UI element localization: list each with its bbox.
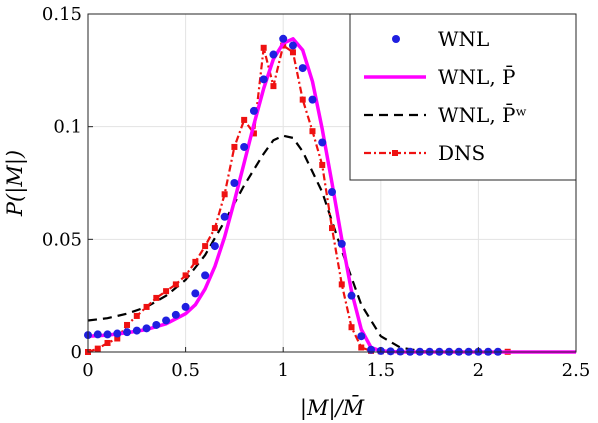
y-tick-label: 0.1 [53,117,82,138]
dns-point [270,83,277,90]
legend: WNL WNL, P̄ WNL, P̄ʷ DNS [349,13,577,181]
dns-point [172,281,179,288]
wnl-point [249,106,258,115]
wnl-point [103,330,112,339]
legend-label: WNL, P̄ [438,64,516,89]
wnl-point [113,329,122,338]
dns-point [163,288,170,295]
dns-point [309,128,316,135]
wnl-point [308,95,317,104]
wnl-point [269,50,278,59]
dns-point [231,143,238,150]
series-0 [84,34,502,356]
wnl-point [288,41,297,50]
legend-box [349,13,577,181]
dns-point [338,281,345,288]
dns-point [202,243,209,250]
dns-point [299,96,306,103]
wnl-point [142,324,151,333]
x-tick-label: 2 [473,360,484,381]
wnl-point [298,64,307,73]
wnl-point [259,75,268,84]
x-tick-label: 0 [82,360,93,381]
dns-point [114,335,121,342]
dns-point [358,344,365,351]
dns-point [124,321,131,328]
legend-label: WNL [438,27,489,51]
dns-point [289,49,296,56]
dns-point [260,44,267,51]
series-2 [87,134,576,354]
series-line-wnl-pbar-w [87,134,576,354]
legend-items: WNL WNL, P̄ WNL, P̄ʷ DNS [364,27,527,165]
legend-label: DNS [438,141,485,165]
legend-entry-2: WNL, P̄ʷ [364,102,527,127]
wnl-point [230,179,239,187]
dns-point [192,258,199,265]
dns-point [133,312,140,319]
wnl-point [240,142,249,151]
dns-point [348,324,355,331]
dns-point [104,339,111,346]
legend-label: WNL, P̄ʷ [438,102,527,127]
y-tick-label: 0 [71,342,82,363]
x-tick-label: 1 [277,360,288,381]
wnl-point [318,138,327,147]
wnl-point [162,316,171,325]
dns-point [153,294,160,301]
wnl-point [279,34,288,43]
wnl-point [191,289,200,298]
dns-point [329,225,335,232]
x-axis-label: |M|/M̄ [300,395,365,421]
y-tick-label: 0.15 [42,4,82,25]
y-axis-label: P(|M|) [3,150,28,217]
dns-point [211,225,218,232]
tick-layer: 0 0.5 1 1.5 2 2.5 0 0.05 0.1 0.15 [42,4,590,381]
wnl-point [132,326,141,335]
wnl-point [201,271,210,280]
legend-entry-1: WNL, P̄ [364,64,516,89]
wnl-point [152,320,161,329]
x-tick-label: 0.5 [171,360,200,381]
wnl-point [171,310,180,319]
legend-marker [392,35,400,43]
dns-point [319,161,326,168]
wnl-point [357,332,366,341]
wnl-point [123,328,132,337]
wnl-point [181,302,190,311]
wnl-point [210,242,219,251]
legend-marker-square [392,150,398,156]
dns-point [94,345,101,352]
legend-entry-3: DNS [364,141,485,165]
plot-frame [87,13,577,353]
wnl-point [347,291,356,300]
dns-point [143,303,150,310]
dns-point [241,116,248,123]
legend-entry-0: WNL [392,27,489,51]
dns-point [182,272,189,279]
y-tick-label: 0.05 [42,229,82,250]
dns-point [221,191,228,198]
wnl-point [386,347,395,356]
wnl-point [93,330,102,339]
wnl-point [367,345,376,354]
wnl-point [337,239,346,248]
x-tick-label: 2.5 [562,360,591,381]
wnl-point [328,188,336,197]
dns-point [250,130,257,137]
wnl-point [220,212,229,221]
x-tick-label: 1.5 [366,360,395,381]
